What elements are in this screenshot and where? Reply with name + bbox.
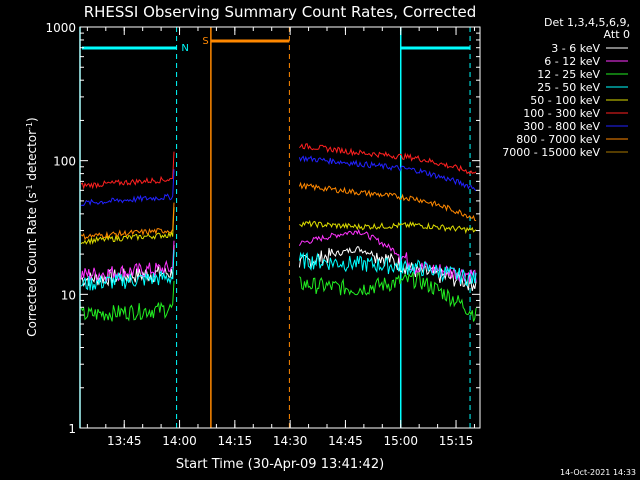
series-post-trace — [298, 155, 477, 192]
axes-frame — [79, 26, 481, 429]
annotation-N: N — [181, 43, 188, 54]
legend-label: 800 - 7000 keV — [516, 133, 600, 146]
legend-label: 6 - 12 keV — [544, 55, 600, 68]
x-axis-label: Start Time (30-Apr-09 13:41:42) — [176, 457, 384, 472]
chart-title: RHESSI Observing Summary Count Rates, Co… — [84, 3, 477, 21]
series-post-trace — [298, 228, 477, 283]
legend-header-1: Det 1,3,4,5,6,9, — [544, 16, 630, 29]
legend-label: 25 - 50 keV — [537, 81, 600, 94]
series-post-trace — [298, 181, 477, 222]
legend-label: 300 - 800 keV — [523, 120, 600, 133]
y-tick-label: 1 — [68, 422, 76, 436]
x-tick-label: 14:15 — [218, 434, 253, 448]
y-tick-label: 10 — [61, 288, 76, 302]
x-tick-label: 15:00 — [383, 434, 418, 448]
x-tick-label: 15:15 — [439, 434, 474, 448]
series-pre-trace — [80, 202, 175, 241]
series-post-trace — [299, 220, 477, 235]
annotation-S: S — [202, 36, 208, 47]
legend-header-2: Att 0 — [604, 28, 630, 41]
series-post-trace — [299, 143, 477, 175]
y-axis-label: Corrected Count Rate (s-1 detector-1) — [25, 117, 39, 336]
plot-area: NS — [79, 27, 477, 428]
series-pre-trace — [81, 169, 175, 206]
legend-label: 100 - 300 keV — [523, 107, 600, 120]
axes: 13:45 14:00 14:15 14:30 14:45 15:00 15:15 1 10 10… — [45, 21, 481, 448]
legend-label: 50 - 100 keV — [530, 94, 600, 107]
x-tick-label: 13:45 — [107, 434, 142, 448]
timestamp: 14-Oct-2021 14:33 — [560, 468, 636, 477]
y-tick-label: 100 — [53, 155, 76, 169]
legend-label: 12 - 25 keV — [537, 68, 600, 81]
x-tick-label: 14:45 — [328, 434, 363, 448]
x-tick-label: 14:00 — [162, 434, 197, 448]
series-pre-trace — [80, 249, 175, 291]
series-pre-trace — [80, 206, 175, 246]
series-pre-trace — [80, 280, 175, 322]
y-tick-label: 1000 — [45, 21, 76, 35]
legend-label: 3 - 6 keV — [551, 42, 600, 55]
series-pre-trace — [80, 151, 175, 190]
series-post-trace — [298, 251, 477, 287]
legend-label: 7000 - 15000 keV — [502, 146, 600, 159]
series-post-trace — [299, 272, 477, 322]
x-tick-label: 14:30 — [273, 434, 308, 448]
